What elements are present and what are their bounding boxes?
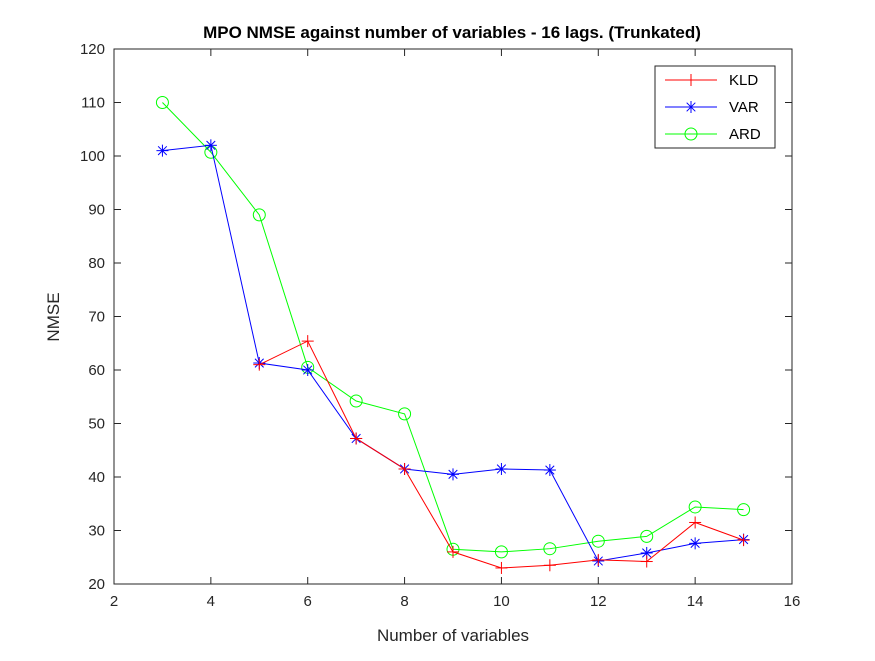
data-point-var [495,462,508,475]
legend: KLD VAR ARD [654,65,776,149]
data-point-kld [447,545,459,558]
data-point-kld [543,559,556,572]
legend-marker [684,127,698,141]
legend-item-ard: ARD [665,126,761,143]
legend-item-kld: KLD [665,72,758,89]
legend-label: ARD [729,126,761,143]
data-point-kld [301,335,314,348]
data-point-ard [155,96,169,109]
legend-marker [685,101,697,113]
data-point-ard [543,542,557,556]
data-point-kld [592,553,605,566]
y-tick-label: 50 [88,416,105,433]
series-kld [253,335,750,574]
legend-label: KLD [729,72,758,89]
data-point-kld [350,432,363,445]
data-point-ard [640,529,654,543]
data-point-var [447,468,459,481]
axes-layer: 2 4 6 8 10 12 14 16 20 30 40 50 60 70 80 90 100 110 120 [80,41,800,610]
y-tick-label: 40 [88,469,105,486]
data-point-ard [349,394,363,408]
x-tick-label: 12 [590,593,607,610]
y-tick-label: 20 [88,576,105,593]
x-tick-label: 4 [207,593,215,610]
y-tick-label: 90 [88,202,105,219]
x-tick-label: 2 [110,593,118,610]
y-axis-label: NMSE [44,292,63,341]
series-layer [155,96,751,574]
data-point-kld [640,555,653,568]
data-point-var [204,139,217,152]
data-point-ard [737,503,751,517]
y-tick-label: 30 [88,523,105,540]
legend-marker [685,74,697,86]
x-tick-label: 6 [304,593,312,610]
x-tick-label: 10 [493,593,510,610]
data-point-ard [398,407,412,421]
data-point-ard [494,545,508,559]
x-tick-label: 8 [400,593,408,610]
y-tick-label: 110 [81,95,105,112]
x-tick-label: 14 [687,593,704,610]
data-point-kld [398,462,411,475]
data-point-var [156,144,169,157]
data-point-var [689,537,702,550]
legend-label: VAR [729,99,759,116]
y-tick-label: 120 [80,41,105,58]
y-tick-label: 70 [88,309,105,326]
data-point-kld [689,516,702,529]
x-axis-label: Number of variables [377,626,529,645]
data-point-ard [688,500,702,514]
x-tick-label: 16 [784,593,801,610]
y-tick-label: 60 [88,362,105,379]
chart-title: MPO NMSE against number of variables - 1… [203,23,701,42]
legend-item-var: VAR [665,99,759,116]
data-point-ard [252,208,266,222]
y-tick-label: 100 [80,148,105,165]
data-point-kld [495,561,508,574]
data-point-var [301,364,314,376]
data-point-kld [737,534,750,547]
data-point-ard [591,534,605,548]
data-point-var [543,464,556,477]
data-point-kld [253,358,266,371]
y-tick-label: 80 [88,255,105,272]
